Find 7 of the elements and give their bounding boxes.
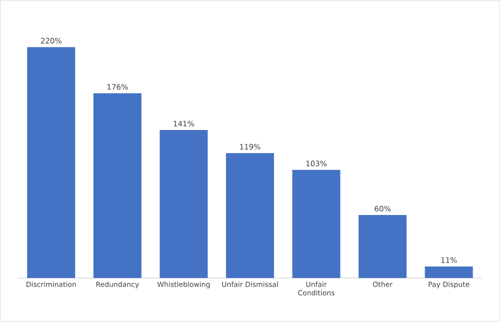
bar: [93, 93, 142, 278]
bar: [27, 47, 76, 278]
bar: [292, 170, 340, 278]
bar: [160, 130, 208, 278]
bar: [358, 215, 407, 278]
bar: [424, 266, 473, 278]
bar: [226, 153, 274, 278]
